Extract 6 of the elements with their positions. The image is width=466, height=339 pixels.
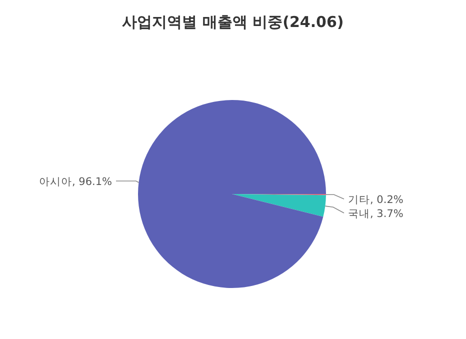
pie-slice bbox=[232, 194, 326, 217]
slice-label: 아시아, 96.1% bbox=[38, 176, 112, 188]
slice-label: 국내, 3.7% bbox=[348, 208, 404, 220]
chart-title: 사업지역별 매출액 비중(24.06) bbox=[122, 13, 344, 31]
slice-label: 기타, 0.2% bbox=[348, 194, 404, 206]
pie-slice bbox=[138, 100, 326, 288]
